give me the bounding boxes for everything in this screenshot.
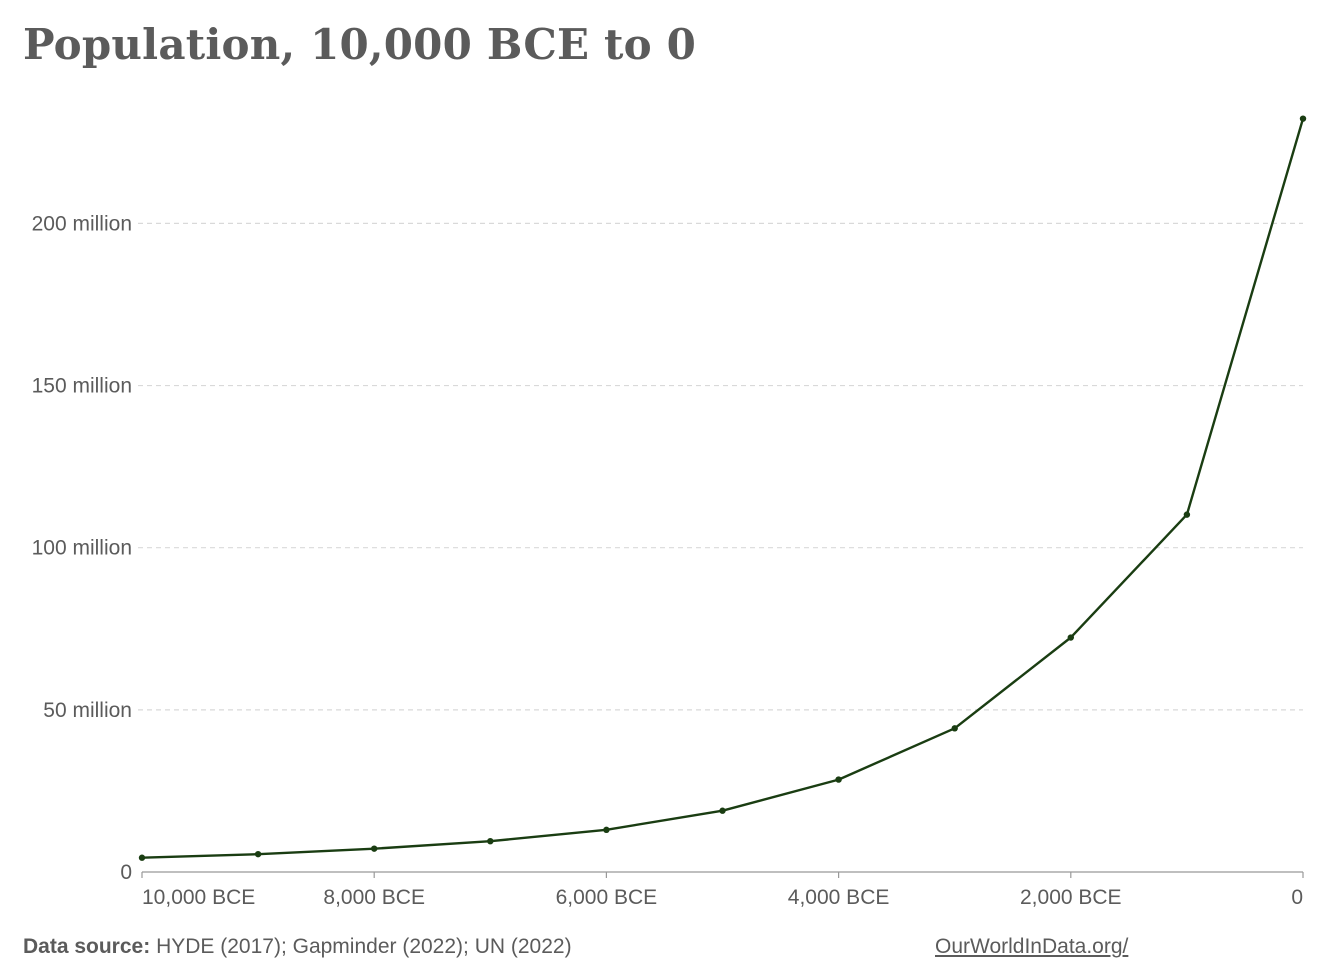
line-chart: 0 50 million 100 million 150 million 200 mil… xyxy=(32,115,1307,909)
data-source-text: HYDE (2017); Gapminder (2022); UN (2022) xyxy=(156,935,572,958)
data-point xyxy=(719,807,726,814)
y-tick-label: 150 million xyxy=(32,375,132,398)
data-point xyxy=(138,854,146,861)
data-point xyxy=(603,826,610,834)
data-point xyxy=(371,845,378,852)
x-tick-label: 8,000 BCE xyxy=(323,886,425,909)
series xyxy=(138,115,1307,861)
owid-link[interactable]: OurWorldInData.org/ xyxy=(935,935,1129,958)
x-tick-label: 6,000 BCE xyxy=(556,886,658,909)
y-tick-label: 200 million xyxy=(32,212,132,235)
gridlines xyxy=(138,222,1303,711)
y-axis-tick-labels: 0 50 million 100 million 150 million 200 mil… xyxy=(32,212,132,884)
data-source-label: Data source: xyxy=(23,935,151,958)
data-point xyxy=(1183,511,1191,518)
x-tick-label: 10,000 BCE xyxy=(142,886,255,909)
data-point xyxy=(835,776,842,783)
x-axis xyxy=(141,871,1304,878)
x-axis-tick-labels: 10,000 BCE 8,000 BCE 6,000 BCE 4,000 BCE 2,0… xyxy=(142,886,1303,909)
data-point xyxy=(1299,115,1307,122)
data-source-note: Data source: HYDE (2017); Gapminder (202… xyxy=(23,935,572,959)
data-point xyxy=(487,837,494,845)
x-tick-label: 0 xyxy=(1291,886,1303,909)
y-tick-label: 50 million xyxy=(43,699,132,722)
x-tick-label: 2,000 BCE xyxy=(1020,886,1122,909)
y-tick-label: 100 million xyxy=(32,537,132,560)
x-tick-label: 4,000 BCE xyxy=(788,886,890,909)
data-point xyxy=(1067,634,1075,641)
data-point xyxy=(254,850,262,858)
data-point xyxy=(951,725,958,732)
y-tick-label: 0 xyxy=(120,861,132,884)
series-line xyxy=(141,118,1305,859)
chart-title: Population, 10,000 BCE to 0 xyxy=(23,20,697,69)
